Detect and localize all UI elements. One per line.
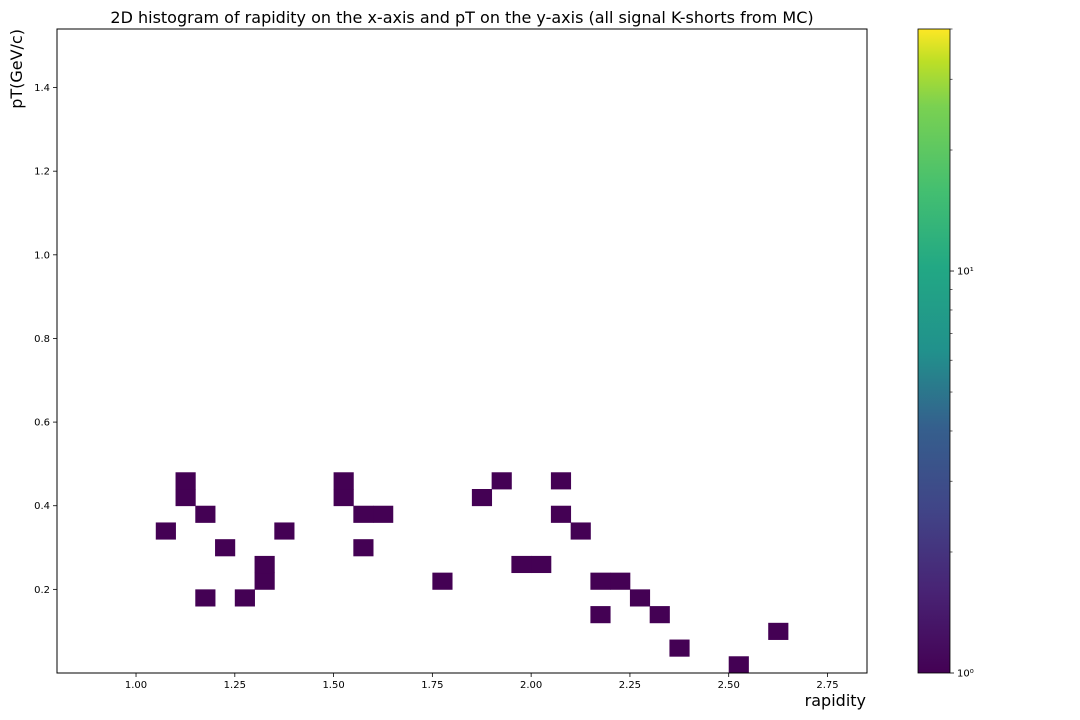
- histogram-cell: [629, 589, 651, 607]
- y-tick-label: 1.4: [34, 83, 50, 94]
- colorbar: [917, 28, 951, 674]
- plot-frame: [56, 28, 868, 674]
- histogram-cell: [195, 505, 216, 523]
- histogram-cell: [254, 555, 275, 574]
- x-axis-ticks: 1.00 1.25 1.50 1.75 2.00 2.25 2.50 2.75: [125, 673, 839, 691]
- histogram-cell: [254, 572, 275, 590]
- histogram-cell: [175, 489, 196, 507]
- histogram-cell: [511, 555, 532, 574]
- x-tick-label: 2.75: [816, 680, 838, 691]
- histogram-cell: [649, 606, 670, 624]
- histogram-cells: [155, 472, 789, 674]
- colorbar-tick-label: 10⁰: [957, 669, 974, 680]
- histogram-cell: [590, 572, 611, 590]
- y-tick-label: 1.0: [34, 250, 50, 261]
- x-tick-label: 2.25: [619, 680, 641, 691]
- x-tick-label: 1.50: [322, 680, 344, 691]
- histogram-cell: [491, 472, 512, 490]
- x-tick-label: 1.75: [421, 680, 443, 691]
- histogram-cell: [610, 572, 631, 590]
- x-tick-label: 1.00: [125, 680, 147, 691]
- histogram-cell: [373, 505, 394, 523]
- x-tick-label: 2.00: [520, 680, 542, 691]
- histogram-cell: [590, 606, 611, 624]
- histogram-cell: [215, 539, 236, 557]
- histogram-cell: [333, 489, 354, 507]
- histogram-cell: [531, 555, 552, 574]
- histogram-cell: [570, 522, 591, 540]
- histogram-cell: [333, 472, 354, 490]
- y-tick-label: 1.2: [34, 167, 50, 178]
- y-tick-label: 0.8: [34, 334, 50, 345]
- histogram-cell: [274, 522, 295, 540]
- histogram-cell: [432, 572, 453, 590]
- histogram-cell: [471, 489, 493, 507]
- x-tick-label: 2.50: [718, 680, 740, 691]
- y-tick-label: 0.4: [34, 501, 50, 512]
- y-tick-label: 0.6: [34, 418, 50, 429]
- histogram-cell: [353, 539, 374, 557]
- chart-title: 2D histogram of rapidity on the x-axis a…: [110, 8, 813, 27]
- histogram-cell: [353, 505, 374, 523]
- histogram-cell: [669, 639, 690, 657]
- histogram-cell: [195, 589, 216, 607]
- histogram-cell: [728, 656, 749, 674]
- y-axis-ticks: 0.2 0.4 0.6 0.8 1.0 1.2 1.4: [34, 83, 57, 596]
- histogram-cell: [768, 622, 789, 640]
- x-axis-label: rapidity: [805, 691, 866, 710]
- histogram-cell: [550, 505, 572, 523]
- histogram-cell: [234, 589, 255, 607]
- colorbar-tick-label: 10¹: [957, 267, 974, 278]
- colorbar-ticks: 10⁰ 10¹: [950, 28, 974, 680]
- y-tick-label: 0.2: [34, 585, 50, 596]
- histogram-cell: [155, 522, 176, 540]
- histogram-cell: [175, 472, 196, 490]
- x-tick-label: 1.25: [224, 680, 246, 691]
- histogram-cell: [550, 472, 572, 490]
- y-axis-label: pT(GeV/c): [7, 29, 26, 109]
